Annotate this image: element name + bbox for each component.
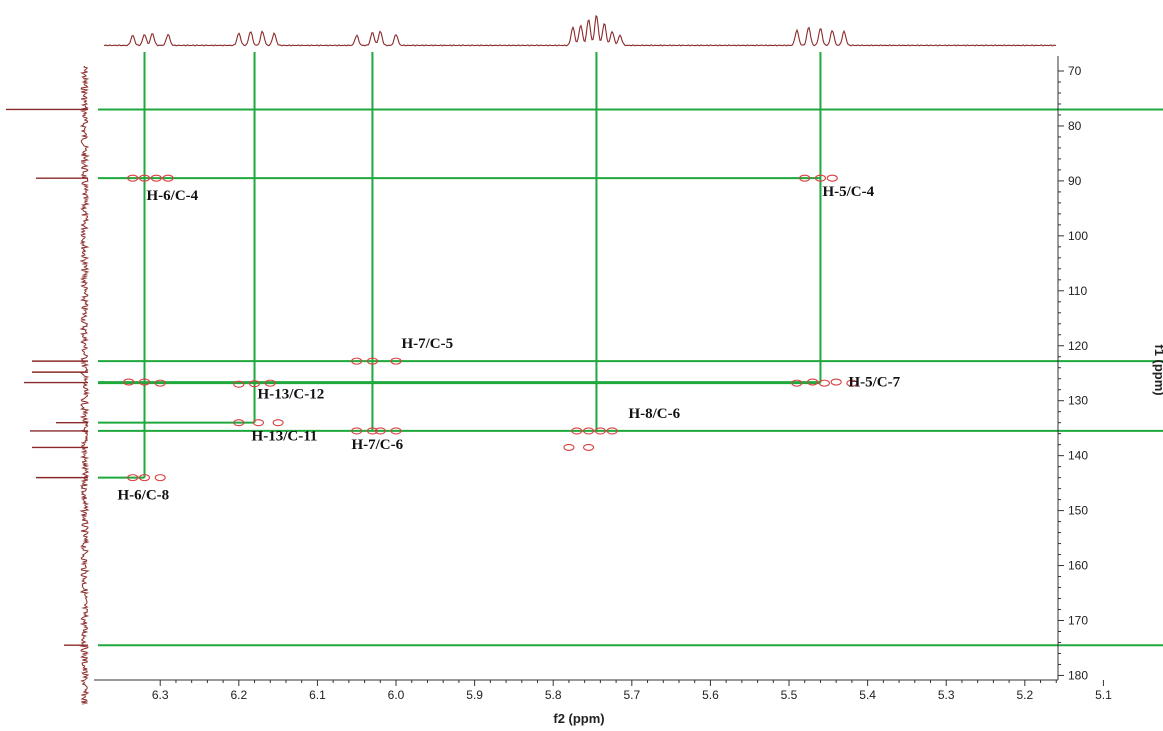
cross-peak-contour: [814, 174, 827, 182]
correlation-label: H-7/C-5: [401, 336, 453, 352]
x-tick-label: 5.8: [545, 688, 562, 702]
correlation-label: H-6/C-4: [147, 188, 199, 204]
cross-peak-contour: [162, 174, 174, 182]
cross-peaks: [123, 174, 858, 482]
cross-peak-contour: [154, 379, 166, 387]
cross-peak-contour: [606, 427, 618, 435]
y-tick-label: 170: [1068, 614, 1088, 628]
y-tick-label: 90: [1068, 174, 1082, 188]
cross-peak-contour: [799, 174, 811, 182]
cross-peak-contour: [248, 380, 261, 388]
cross-peak-contour: [123, 378, 135, 386]
cross-peak-contour: [571, 427, 583, 435]
cross-peak-contour: [791, 379, 803, 387]
cross-peak-contour: [154, 474, 166, 482]
y-tick-label: 80: [1068, 119, 1082, 133]
axes: 6.36.26.16.05.95.85.75.65.55.45.35.25.15…: [94, 56, 1112, 702]
cross-peak-contour: [272, 419, 284, 427]
y-axis-title: f1 (ppm): [1152, 344, 1163, 395]
cross-peak-contour: [390, 427, 402, 435]
cross-peak-contour: [127, 174, 139, 182]
cross-peak-contour: [138, 474, 151, 482]
c13-noise-line: [79, 65, 90, 705]
correlation-label: H-5/C-7: [848, 375, 900, 391]
x-tick-label: 5.2: [1016, 688, 1033, 702]
correlation-label: H-13/C-12: [258, 387, 325, 403]
cross-peak-contour: [583, 443, 595, 451]
f2-projection-spectrum: [103, 14, 1057, 47]
y-tick-label: 110: [1068, 284, 1087, 298]
correlation-labels: H-4/C-3H-6/C-4H-5/C-4H-7/C-5H-4/C-5H-13/…: [118, 184, 901, 504]
x-tick-label: 5.1: [1095, 688, 1112, 702]
cross-peak-contour: [563, 443, 575, 451]
y-tick-label: 100: [1068, 229, 1088, 243]
x-tick-label: 6.1: [309, 688, 326, 702]
cross-peak-contour: [374, 427, 386, 435]
x-tick-label: 5.3: [938, 688, 955, 702]
x-tick-label: 5.9: [466, 688, 483, 702]
cross-peak-contour: [366, 357, 378, 365]
cross-peak-contour: [138, 378, 151, 386]
cross-peak-contour: [390, 357, 402, 365]
cross-peak-contour: [252, 419, 265, 427]
cross-peak-contour: [826, 174, 838, 182]
cross-peak-contour: [583, 427, 595, 435]
cross-peak-contour: [830, 378, 842, 386]
x-tick-label: 5.7: [623, 688, 640, 702]
x-tick-label: 6.2: [230, 688, 247, 702]
y-tick-label: 160: [1068, 559, 1088, 573]
correlation-guides: [98, 52, 1163, 647]
y-tick-label: 120: [1068, 339, 1088, 353]
x-tick-label: 6.0: [388, 688, 405, 702]
correlation-label: H-7/C-6: [351, 437, 403, 453]
x-tick-label: 5.4: [859, 688, 876, 702]
cross-peak-contour: [127, 474, 139, 482]
cross-peak-contour: [807, 378, 819, 386]
x-tick-label: 5.5: [781, 688, 798, 702]
x-tick-label: 5.6: [702, 688, 719, 702]
cross-peak-contour: [818, 379, 830, 387]
correlation-label: H-6/C-8: [118, 488, 170, 504]
correlation-label: H-13/C-11: [252, 429, 318, 445]
correlation-label: H-8/C-6: [628, 406, 680, 422]
correlation-label: H-5/C-4: [822, 184, 874, 200]
y-tick-label: 70: [1068, 64, 1082, 78]
cross-peak-contour: [351, 427, 363, 435]
y-tick-label: 130: [1068, 394, 1088, 408]
f1-projection-spectrum: [6, 65, 90, 705]
x-tick-label: 6.3: [152, 688, 169, 702]
y-tick-label: 140: [1068, 449, 1088, 463]
cross-peak-contour: [233, 419, 245, 427]
cross-peak-contour: [594, 427, 606, 435]
cross-peak-contour: [366, 427, 378, 435]
cross-peak-contour: [233, 380, 245, 388]
x-axis-title: f2 (ppm): [553, 711, 604, 726]
cross-peak-contour: [846, 379, 858, 387]
cross-peak-contour: [351, 357, 363, 365]
y-tick-label: 150: [1068, 504, 1088, 518]
y-tick-label: 180: [1068, 668, 1088, 682]
cross-peak-contour: [138, 174, 151, 182]
h1-projection-line: [103, 14, 1057, 47]
cross-peak-contour: [264, 379, 276, 387]
cross-peak-contour: [150, 174, 162, 182]
